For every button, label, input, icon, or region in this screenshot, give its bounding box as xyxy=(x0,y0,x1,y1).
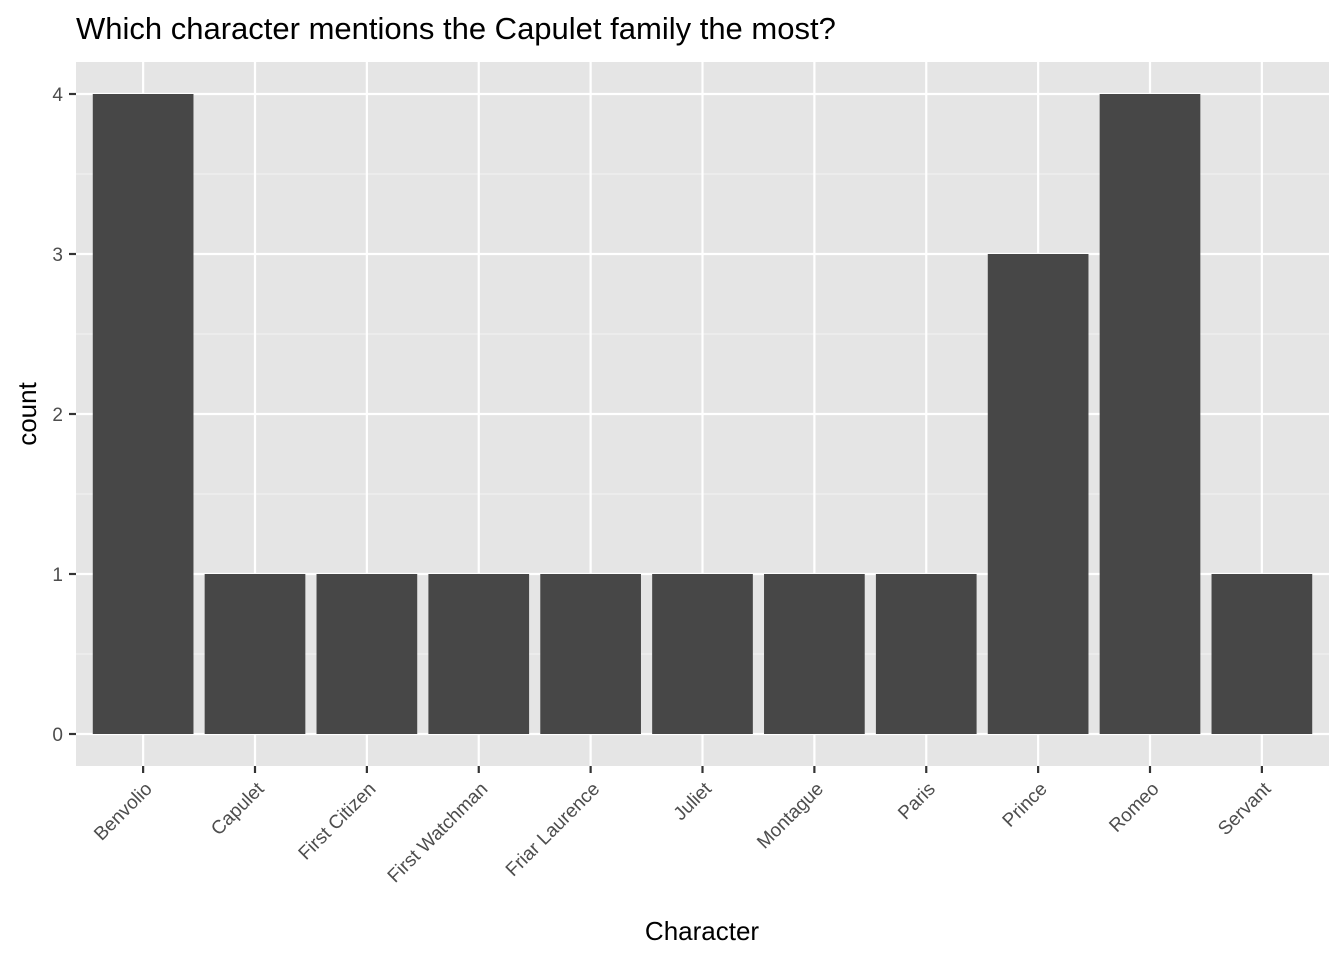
bar xyxy=(428,574,530,734)
x-tick-label: First Watchman xyxy=(384,779,492,887)
bar xyxy=(540,574,641,734)
x-tick-label: Servant xyxy=(1214,778,1276,840)
x-tick-label: First Citizen xyxy=(295,779,381,865)
bar xyxy=(652,574,753,734)
x-tick-label: Friar Laurence xyxy=(502,779,604,881)
bar xyxy=(875,574,977,734)
bar xyxy=(316,574,418,734)
y-tick-label: 2 xyxy=(52,405,63,426)
bar xyxy=(204,574,306,734)
y-axis-title: count xyxy=(12,381,42,445)
bar xyxy=(987,254,1089,734)
x-tick-label: Capulet xyxy=(207,778,269,840)
x-tick-label: Paris xyxy=(894,779,939,824)
x-tick-label: Benvolio xyxy=(90,779,156,845)
x-axis: Benvolio Capulet First Citizen First Watchm… xyxy=(90,766,1276,887)
bar xyxy=(92,94,194,734)
y-tick-label: 0 xyxy=(52,725,63,746)
x-tick-label: Montague xyxy=(753,779,828,854)
bar xyxy=(764,574,865,734)
x-axis-title: Character xyxy=(645,916,759,946)
x-tick-label: Prince xyxy=(999,779,1052,832)
chart-title: Which character mentions the Capulet fam… xyxy=(76,11,836,46)
bar xyxy=(1211,574,1313,734)
y-tick-label: 4 xyxy=(52,85,63,106)
bars xyxy=(92,94,1313,734)
y-axis: 0 1 2 3 4 xyxy=(52,85,76,746)
x-tick-label: Juliet xyxy=(670,778,717,825)
x-tick-label: Romeo xyxy=(1105,779,1163,837)
bar xyxy=(1099,94,1201,734)
y-tick-label: 3 xyxy=(52,245,63,266)
y-tick-label: 1 xyxy=(52,565,63,586)
